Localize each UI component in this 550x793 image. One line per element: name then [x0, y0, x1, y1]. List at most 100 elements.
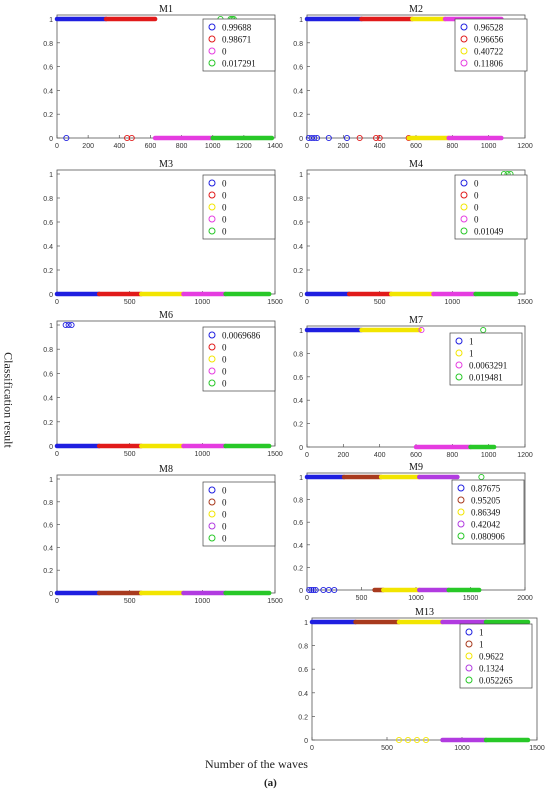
x-tick-label: 1400	[267, 143, 283, 150]
y-tick-label: 0.2	[293, 268, 303, 275]
legend-marker	[457, 508, 465, 516]
legend-label: 0	[222, 522, 227, 532]
legend-marker	[208, 355, 216, 363]
legend-label: 0	[474, 179, 479, 189]
legend-marker	[457, 496, 465, 504]
legend-label: 0.052265	[479, 676, 513, 686]
legend-label: 0	[222, 203, 227, 213]
y-tick-label: 0	[299, 588, 303, 595]
legend: 1 1 0.0063291 0.019481	[449, 332, 523, 386]
series-blue-point	[311, 134, 318, 142]
legend: 0.0069686 0 0 0 0	[202, 326, 276, 392]
legend-marker	[457, 484, 465, 492]
y-tick-label: 0.6	[293, 220, 303, 227]
legend-marker	[460, 23, 468, 31]
x-tick-label: 500	[124, 598, 136, 605]
chart-m1: M1 0 0.2 0.4 0.6 0.8 1 0 200 400 600 800 1000 1200 140…	[43, 4, 283, 150]
legend-label: 0.019481	[469, 373, 503, 383]
x-tick-label: 1000	[195, 451, 211, 458]
legend-marker	[208, 203, 216, 211]
series-blue-point	[343, 134, 351, 142]
legend-marker	[460, 227, 468, 235]
legend-label: 0.1324	[479, 664, 504, 674]
y-tick-label: 0.6	[293, 65, 303, 72]
x-tick-label: 1500	[517, 299, 533, 306]
y-tick-label: 0.4	[293, 543, 303, 550]
y-tick-label: 0.4	[43, 244, 53, 251]
y-tick-label: 1	[49, 17, 53, 24]
legend-box	[202, 174, 276, 240]
legend-label: 0	[222, 227, 227, 237]
legend: 0.87675 0.95205 0.86349 0.42042 0.080906	[451, 479, 525, 545]
series-blue-point	[310, 586, 317, 594]
legend-label: 1	[469, 337, 474, 347]
y-tick-label: 0.6	[43, 371, 53, 378]
y-tick-label: 0.8	[293, 196, 303, 203]
legend-label: 0.11806	[474, 59, 503, 69]
y-tick-label: 0.8	[293, 41, 303, 48]
legend-label: 0	[222, 367, 227, 377]
legend-label: 0	[474, 203, 479, 213]
y-tick-label: 0	[304, 738, 308, 745]
y-tick-label: 0.8	[298, 644, 308, 651]
legend-marker	[455, 373, 463, 381]
y-tick-label: 0.2	[298, 714, 308, 721]
x-tick-label: 500	[374, 299, 386, 306]
chart-m2: M2 0 0.2 0.4 0.6 0.8 1 0 200 400 600 800 1000 1200 0.9…	[293, 4, 533, 150]
legend-marker	[208, 215, 216, 223]
x-tick-label: 0	[305, 595, 309, 602]
x-tick-label: 400	[374, 143, 386, 150]
legend-label: 0	[222, 355, 227, 365]
x-tick-label: 800	[176, 143, 188, 150]
legend-marker	[208, 59, 216, 67]
y-axis-label: Classification result	[0, 300, 18, 500]
legend-marker	[465, 628, 473, 636]
x-tick-label: 1500	[463, 595, 479, 602]
legend-label: 0.96528	[474, 23, 504, 33]
legend: 0 0 0 0 0.01049	[454, 174, 528, 240]
x-tick-label: 1000	[195, 299, 211, 306]
legend-marker	[460, 179, 468, 187]
x-tick-label: 1000	[195, 598, 211, 605]
legend-label: 0.0063291	[469, 361, 507, 371]
x-tick-label: 500	[124, 299, 136, 306]
legend-label: 0	[222, 498, 227, 508]
x-tick-label: 1000	[205, 143, 221, 150]
legend-label: 0.96656	[474, 35, 504, 45]
legend-marker	[455, 337, 463, 345]
legend-label: 1	[479, 628, 484, 638]
y-tick-label: 0.4	[43, 545, 53, 552]
y-tick-label: 0.2	[43, 112, 53, 119]
series-blue-point	[62, 321, 69, 329]
legend-marker	[208, 379, 216, 387]
x-axis-label: Number of the waves	[205, 757, 308, 771]
series-blue-point	[63, 134, 70, 142]
legend-label: 0.40722	[474, 47, 503, 57]
y-tick-label: 0.6	[43, 523, 53, 530]
legend-marker	[208, 534, 216, 542]
y-tick-label: 0	[49, 591, 53, 598]
legend-label: 0	[222, 534, 227, 544]
legend-marker	[465, 664, 473, 672]
legend-marker	[455, 361, 463, 369]
x-tick-label: 400	[113, 143, 125, 150]
legend-marker	[465, 652, 473, 660]
y-tick-label: 1	[49, 323, 53, 330]
x-tick-label: 500	[381, 745, 393, 752]
y-tick-label: 0.8	[43, 41, 53, 48]
series-red-point	[372, 134, 380, 142]
legend-marker	[208, 486, 216, 494]
x-tick-label: 1000	[445, 299, 461, 306]
x-tick-label: 1200	[517, 143, 533, 150]
chart-m7: M7 0 0.2 0.4 0.6 0.8 1 0 200 400 600 800 1000 1200 1 1 0…	[293, 315, 533, 459]
legend-label: 0.9622	[479, 652, 504, 662]
legend-label: 0	[222, 379, 227, 389]
x-tick-label: 1000	[408, 595, 424, 602]
legend-label: 0	[222, 486, 227, 496]
y-tick-label: 0.8	[293, 498, 303, 505]
series-blue-point	[313, 134, 321, 142]
y-tick-label: 0.4	[293, 88, 303, 95]
